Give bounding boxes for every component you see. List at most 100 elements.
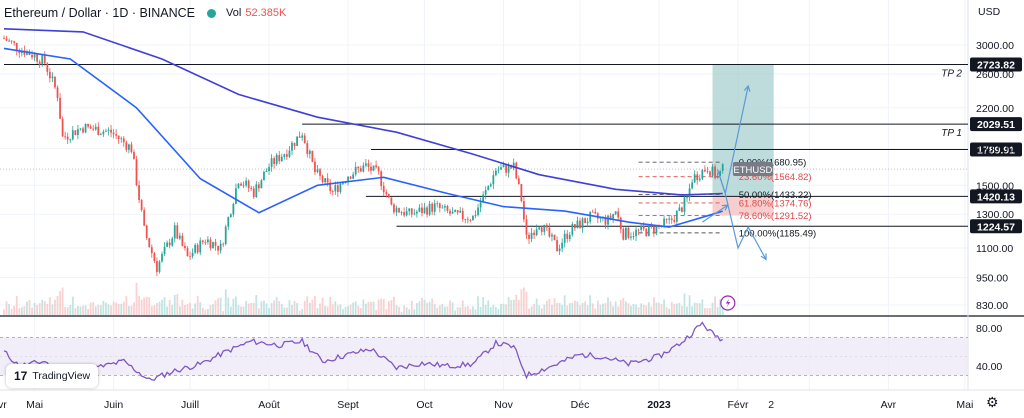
- candle-body: [127, 144, 130, 150]
- candle-body: [423, 207, 426, 214]
- volume-bar: [584, 301, 586, 315]
- volume-bar: [594, 308, 597, 315]
- candle-body: [612, 214, 615, 219]
- volume-bar: [303, 300, 306, 315]
- volume-bar: [477, 296, 479, 315]
- volume-bar: [280, 304, 283, 315]
- candle-body: [681, 207, 683, 212]
- candle-body: [632, 236, 635, 237]
- candle-body: [189, 256, 191, 257]
- candle-body: [525, 219, 528, 235]
- candle-body: [138, 185, 140, 200]
- volume-bar: [515, 294, 518, 315]
- volume-bar: [178, 306, 181, 315]
- candle-body: [362, 165, 365, 172]
- candle-body: [609, 215, 612, 219]
- candle-body: [36, 54, 39, 62]
- volume-bar: [540, 308, 543, 315]
- candle-body: [61, 118, 64, 137]
- candle-body: [94, 126, 97, 130]
- volume-bar: [206, 308, 209, 315]
- level-price-tag: [970, 189, 1022, 204]
- candle-body: [584, 218, 586, 224]
- volume-bar: [217, 298, 219, 315]
- candle-body: [482, 194, 485, 203]
- time-tick-label: Sept: [337, 399, 359, 411]
- volume-bar: [296, 302, 298, 315]
- candle-body: [140, 199, 143, 211]
- volume-bar: [354, 301, 357, 315]
- tradingview-logo[interactable]: 17 TradingView: [6, 364, 99, 388]
- candle-body: [130, 144, 133, 153]
- candle-body: [382, 186, 385, 193]
- time-axis[interactable]: vr Mai Juin Juill Août Sept Oct Nov Déc 2023 Févr 2…: [0, 389, 1024, 411]
- projection-arrows[interactable]: [701, 84, 767, 311]
- volume-bar: [423, 300, 426, 315]
- candle-body: [191, 252, 194, 257]
- volume-bar: [431, 298, 434, 315]
- volume-bar: [242, 306, 245, 315]
- volume-bar: [415, 302, 418, 315]
- horizontal-levels[interactable]: 2723.82 TP 2 2029.51 TP 1 1789.91 1420.13 1224…: [4, 57, 1022, 234]
- candle-body: [390, 197, 393, 205]
- candle-body: [319, 169, 321, 176]
- volume-bar: [173, 294, 176, 315]
- price-axis[interactable]: 3000.00 2600.00 2200.00 1800.00 1500.00 1300.…: [976, 40, 1014, 373]
- candle-body: [171, 238, 174, 246]
- candle-body: [719, 170, 722, 177]
- level-price-tag: [970, 219, 1022, 234]
- candle-body: [709, 171, 711, 176]
- volume-bar: [298, 310, 301, 315]
- candle-body: [229, 214, 232, 218]
- volume-bar: [196, 296, 199, 315]
- candle-body: [214, 242, 217, 246]
- time-tick-label: Déc: [571, 399, 590, 411]
- currency-selector[interactable]: USD: [978, 6, 1001, 18]
- fibonacci-retracement[interactable]: 0.00%(1680.95)23.60%(1564.82)50.00%(1433…: [0, 158, 968, 240]
- symbol-title[interactable]: Ethereum / Dollar · 1D · BINANCE: [4, 6, 196, 20]
- volume-bar: [229, 306, 232, 315]
- volume-bar: [489, 307, 492, 315]
- candle-body: [367, 163, 370, 167]
- volume-bar: [681, 305, 683, 315]
- candle-body: [500, 167, 502, 170]
- volume-bar: [46, 303, 49, 315]
- candle-body: [372, 165, 375, 171]
- volume-bar: [461, 300, 464, 315]
- candle-body: [650, 225, 653, 227]
- candle-body: [84, 124, 87, 133]
- volume-bar: [640, 303, 643, 315]
- candle-body: [352, 174, 355, 179]
- volume-bar: [502, 303, 505, 315]
- volume-bar: [105, 302, 107, 315]
- current-price-tag: [732, 162, 773, 177]
- fib-label: 78.60%(1291.52): [739, 211, 812, 222]
- candle-body: [217, 245, 219, 251]
- volume-bar: [66, 307, 69, 315]
- arrow-head-icon: [721, 204, 729, 211]
- candle-body: [97, 126, 100, 136]
- volume-bar: [591, 303, 594, 315]
- candle-body: [89, 126, 92, 129]
- candle-body: [143, 210, 146, 226]
- time-tick-label: Mai: [956, 399, 973, 411]
- candle-body: [683, 197, 686, 212]
- candle-body: [334, 185, 337, 192]
- candle-body: [548, 227, 551, 237]
- volume-bar: [668, 308, 671, 315]
- volume-bar: [706, 307, 709, 315]
- candle-body: [576, 220, 579, 229]
- candle-body: [466, 219, 469, 221]
- moving-averages: [3, 28, 723, 228]
- candle-body: [247, 180, 250, 189]
- volume-bar: [370, 301, 372, 315]
- volume-bar: [321, 297, 324, 315]
- volume-bar: [464, 306, 467, 315]
- volume-bar: [487, 300, 490, 315]
- candle-body: [209, 239, 212, 249]
- gear-icon[interactable]: ⚙: [986, 394, 999, 410]
- volume-bar: [387, 301, 390, 315]
- volume-bar: [61, 287, 64, 315]
- candle-body: [145, 225, 148, 238]
